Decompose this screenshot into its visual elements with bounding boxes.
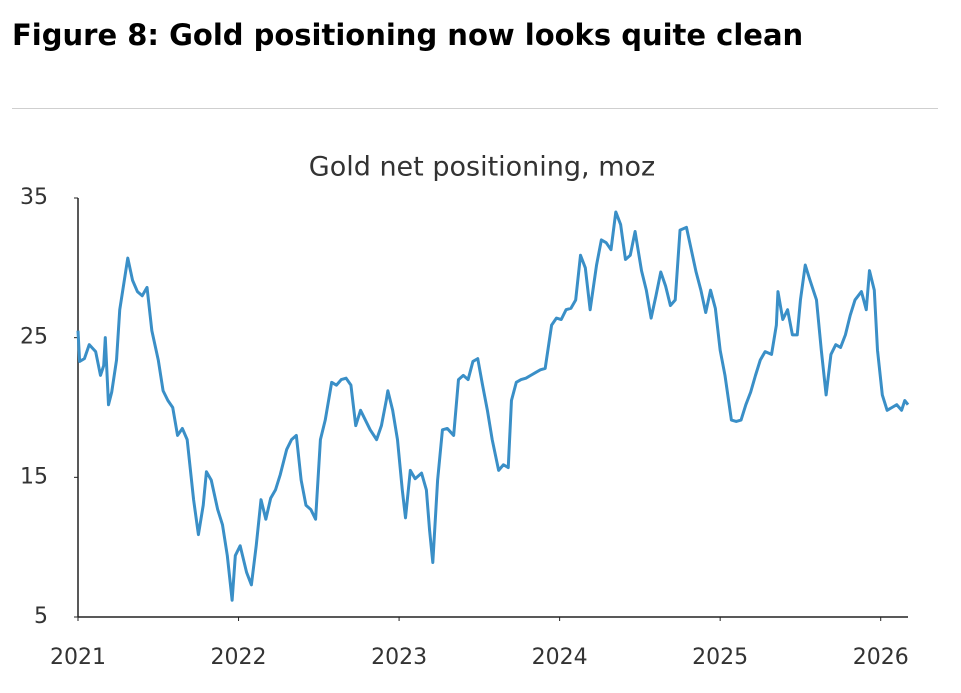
separator [12,108,938,109]
x-tick-label: 2022 [211,645,267,670]
y-tick-label: 25 [20,325,48,350]
y-tick-label: 35 [20,185,48,210]
chart-title: Gold net positioning, moz [309,152,655,183]
data-line [76,210,910,602]
x-tick-label: 2021 [50,645,106,670]
figure-title: Figure 8: Gold positioning now looks qui… [12,18,804,52]
x-tick-label: 2024 [532,645,588,670]
y-tick-label: 15 [20,464,48,489]
x-tick-label: 2023 [371,645,427,670]
x-tick-label: 2026 [853,645,909,670]
x-tick-label: 2025 [692,645,748,670]
y-tick-label: 5 [34,604,48,629]
